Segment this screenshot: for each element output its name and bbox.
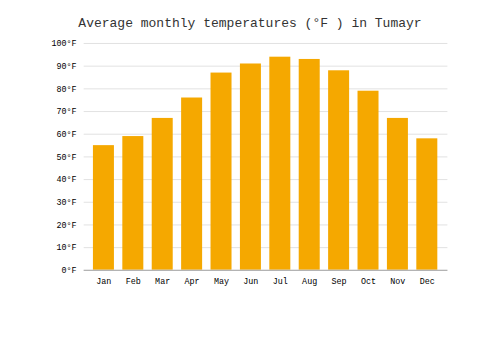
- svg-text:0°F: 0°F: [61, 266, 76, 276]
- html-text:Average monthly temperatures (: Average monthly temperatures (°F ) in Tu…: [78, 16, 422, 31]
- svg-text:Apr: Apr: [185, 277, 200, 287]
- svg-text:30°F: 30°F: [56, 198, 76, 208]
- svg-text:Oct: Oct: [361, 277, 376, 287]
- svg-text:10°F: 10°F: [56, 243, 76, 253]
- svg-text:90°F: 90°F: [56, 62, 76, 72]
- svg-text:Aug: Aug: [302, 277, 317, 287]
- svg-text:Nov: Nov: [390, 277, 405, 287]
- svg-text:70°F: 70°F: [56, 107, 76, 117]
- svg-text:100°F: 100°F: [51, 39, 76, 49]
- svg-text:May: May: [214, 277, 229, 287]
- svg-text:Jun: Jun: [243, 277, 258, 287]
- svg-text:Dec: Dec: [420, 277, 435, 287]
- svg-text:Sep: Sep: [331, 277, 346, 287]
- svg-text:20°F: 20°F: [56, 221, 76, 231]
- svg-text:Feb: Feb: [126, 277, 141, 287]
- svg-text:60°F: 60°F: [56, 130, 76, 140]
- svg-text:Jul: Jul: [273, 277, 288, 287]
- svg-text:80°F: 80°F: [56, 85, 76, 95]
- svg-text:Jan: Jan: [96, 277, 111, 287]
- svg-text:Mar: Mar: [155, 277, 170, 287]
- svg-text:40°F: 40°F: [56, 175, 76, 185]
- svg-text:50°F: 50°F: [56, 153, 76, 163]
